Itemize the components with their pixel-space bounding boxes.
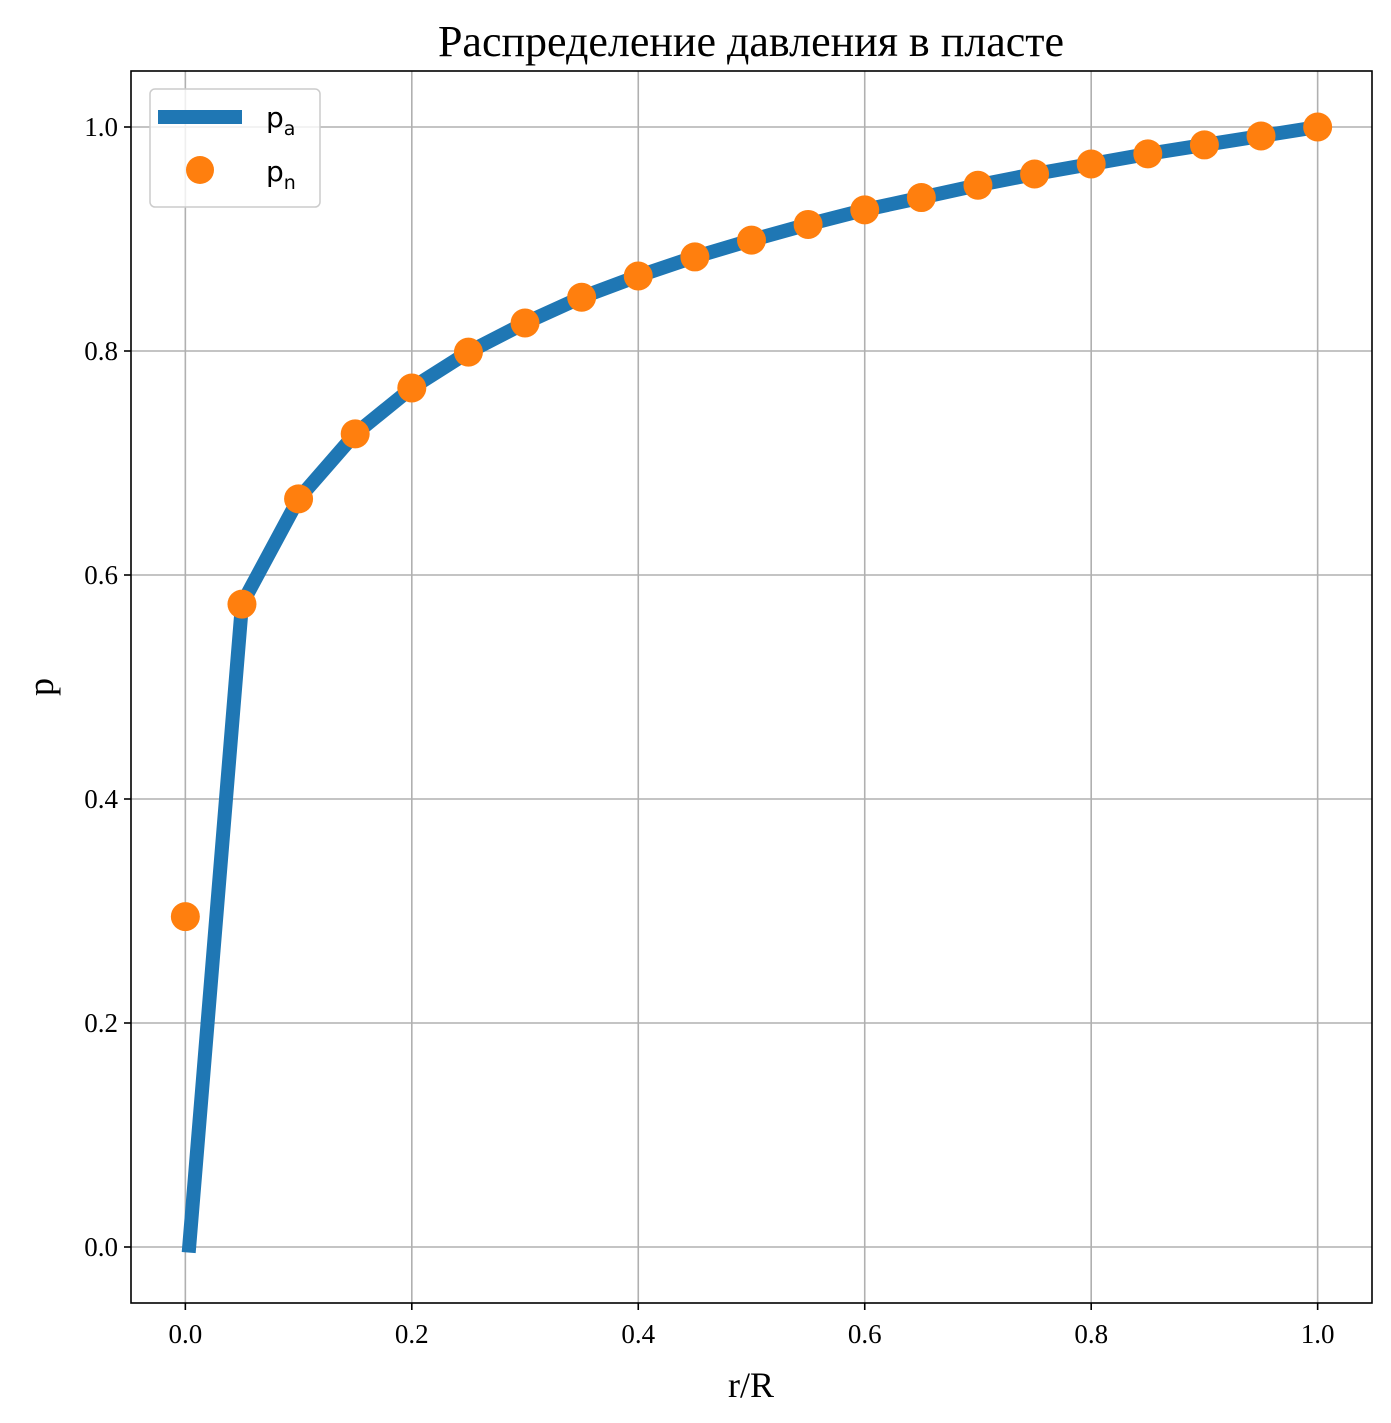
x-axis-label: r/R — [728, 1365, 774, 1405]
y-tick-label: 0.2 — [84, 1008, 118, 1038]
y-axis-label: p — [21, 678, 61, 696]
legend-marker-swatch — [186, 156, 214, 184]
series-pn-point — [170, 902, 200, 932]
series-pn-point — [1246, 121, 1276, 151]
x-tick-label: 0.0 — [168, 1319, 202, 1349]
series-pn-point — [510, 308, 540, 338]
x-tick-label: 0.8 — [1074, 1319, 1108, 1349]
y-tick-label: 0.0 — [84, 1232, 118, 1262]
axis-ticks: 0.0 0.2 0.4 0.6 0.8 1.0 0.0 0.2 0.4 0.6 0.8 1.0 — [84, 112, 1334, 1349]
series-pn-point — [340, 419, 370, 449]
series-pn-point — [680, 242, 710, 272]
legend-label-pn-subscript: n — [284, 172, 296, 194]
legend-label-pn: pn — [266, 155, 296, 194]
series-pn-point — [737, 225, 766, 255]
series-pn-point — [284, 484, 314, 514]
x-tick-label: 0.2 — [395, 1319, 429, 1349]
series-pn-point — [397, 373, 427, 403]
legend-label-pa: pa — [266, 101, 295, 140]
series-pn-point — [963, 170, 993, 200]
legend: pa pn — [149, 88, 321, 208]
y-tick-label: 0.8 — [84, 336, 118, 366]
plot-area — [170, 112, 1333, 1254]
y-tick-label: 0.4 — [84, 784, 118, 814]
x-tick-label: 0.4 — [621, 1319, 655, 1349]
axes-frame — [130, 70, 1373, 1304]
x-tick-label: 1.0 — [1301, 1319, 1335, 1349]
y-tick-label: 0.6 — [84, 560, 118, 590]
series-pn-point — [1189, 130, 1219, 160]
series-pn-point — [1020, 159, 1050, 189]
chart-title: Распределение давления в пласте — [438, 17, 1064, 66]
series-pn-point — [623, 261, 653, 291]
x-tick-label: 0.6 — [848, 1319, 882, 1349]
series-pn-point — [1303, 112, 1333, 142]
series-pn-point — [906, 183, 936, 213]
series-pn-point — [793, 209, 823, 239]
series-pn-point — [227, 589, 257, 619]
series-pn-point — [850, 195, 880, 225]
legend-label-pn-base: p — [266, 155, 284, 188]
legend-label-pa-base: p — [266, 101, 284, 134]
series-pn-point — [1076, 149, 1106, 179]
y-tick-label: 1.0 — [84, 112, 118, 142]
series-pn-point — [1133, 139, 1163, 169]
series-pn-point — [567, 282, 597, 312]
legend-label-pa-subscript: a — [284, 118, 296, 140]
series-pn-point — [453, 337, 483, 367]
